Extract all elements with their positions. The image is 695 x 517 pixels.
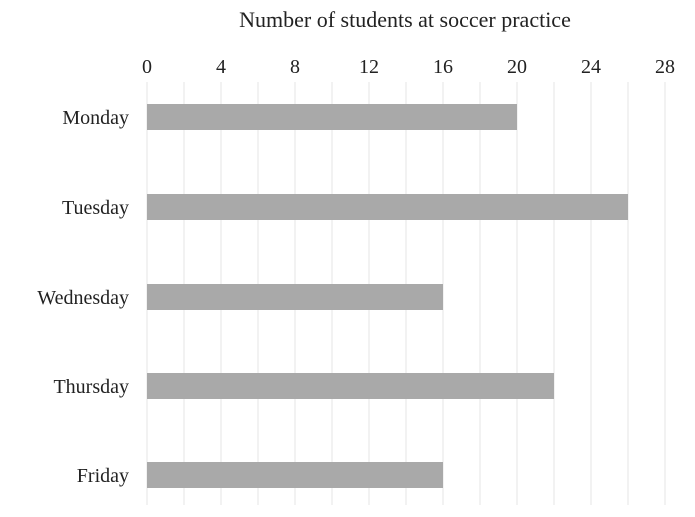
x-tick-label: 16 [433, 56, 453, 78]
x-tick-label: 8 [290, 56, 300, 78]
bar-tuesday [147, 194, 628, 220]
category-labels: Monday Tuesday Wednesday Thursday Friday [37, 107, 129, 487]
x-tick-label: 24 [581, 56, 601, 78]
category-label-friday: Friday [77, 465, 129, 487]
x-tick-label: 0 [142, 56, 152, 78]
bar-monday [147, 104, 517, 130]
x-tick-label: 28 [655, 56, 675, 78]
bar-thursday [147, 373, 554, 399]
x-tick-label: 20 [507, 56, 527, 78]
x-tick-label: 12 [359, 56, 379, 78]
bar-wednesday [147, 284, 443, 310]
x-tick-label: 4 [216, 56, 226, 78]
x-axis-ticks: 0 4 8 12 16 20 24 28 [142, 56, 675, 78]
category-label-thursday: Thursday [53, 376, 129, 398]
category-label-wednesday: Wednesday [37, 287, 129, 309]
bars [147, 104, 628, 488]
chart-title: Number of students at soccer practice [239, 7, 571, 32]
category-label-tuesday: Tuesday [62, 197, 129, 219]
category-label-monday: Monday [62, 107, 129, 129]
bar-friday [147, 462, 443, 488]
